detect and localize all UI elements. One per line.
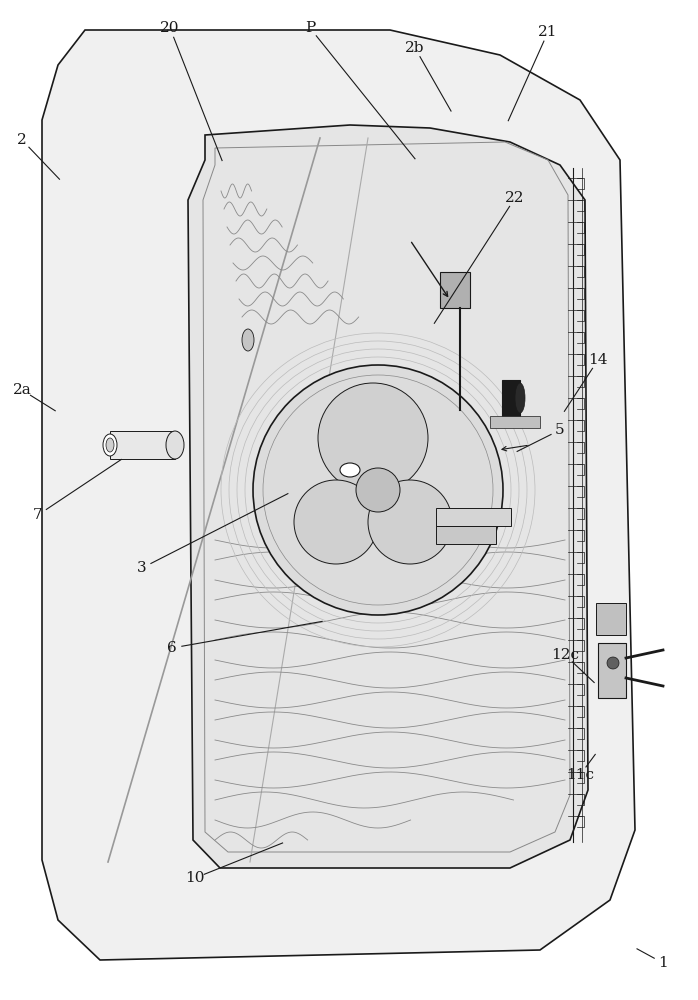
Bar	[596, 603, 626, 635]
Ellipse shape	[515, 383, 525, 413]
Text: 11c: 11c	[566, 768, 594, 782]
Text: 5: 5	[555, 423, 565, 437]
Circle shape	[253, 365, 503, 615]
Ellipse shape	[106, 438, 114, 452]
Ellipse shape	[242, 329, 254, 351]
Circle shape	[607, 657, 619, 669]
Bar	[598, 643, 626, 698]
Text: 22: 22	[505, 191, 525, 205]
Text: 10: 10	[185, 871, 205, 885]
Text: 14: 14	[588, 353, 608, 367]
Circle shape	[294, 480, 378, 564]
Ellipse shape	[103, 434, 117, 456]
Polygon shape	[188, 125, 588, 868]
Text: 21: 21	[538, 25, 558, 39]
Circle shape	[318, 383, 428, 493]
Bar	[110, 431, 175, 459]
Text: 2: 2	[17, 133, 27, 147]
Bar	[436, 508, 511, 526]
Circle shape	[368, 480, 452, 564]
Polygon shape	[42, 30, 635, 960]
Text: 6: 6	[167, 641, 177, 655]
Text: 12c: 12c	[551, 648, 579, 662]
Circle shape	[356, 468, 400, 512]
Ellipse shape	[340, 463, 360, 477]
Text: 2b: 2b	[406, 41, 425, 55]
Text: 2a: 2a	[13, 383, 31, 397]
Bar	[440, 272, 470, 308]
Bar	[436, 526, 496, 544]
Text: 7: 7	[34, 508, 43, 522]
Text: 1: 1	[658, 956, 668, 970]
Text: 3: 3	[138, 561, 147, 575]
Bar	[502, 380, 520, 416]
Ellipse shape	[166, 431, 184, 459]
Text: P: P	[305, 21, 315, 35]
Bar	[490, 416, 540, 428]
Text: 20: 20	[161, 21, 180, 35]
